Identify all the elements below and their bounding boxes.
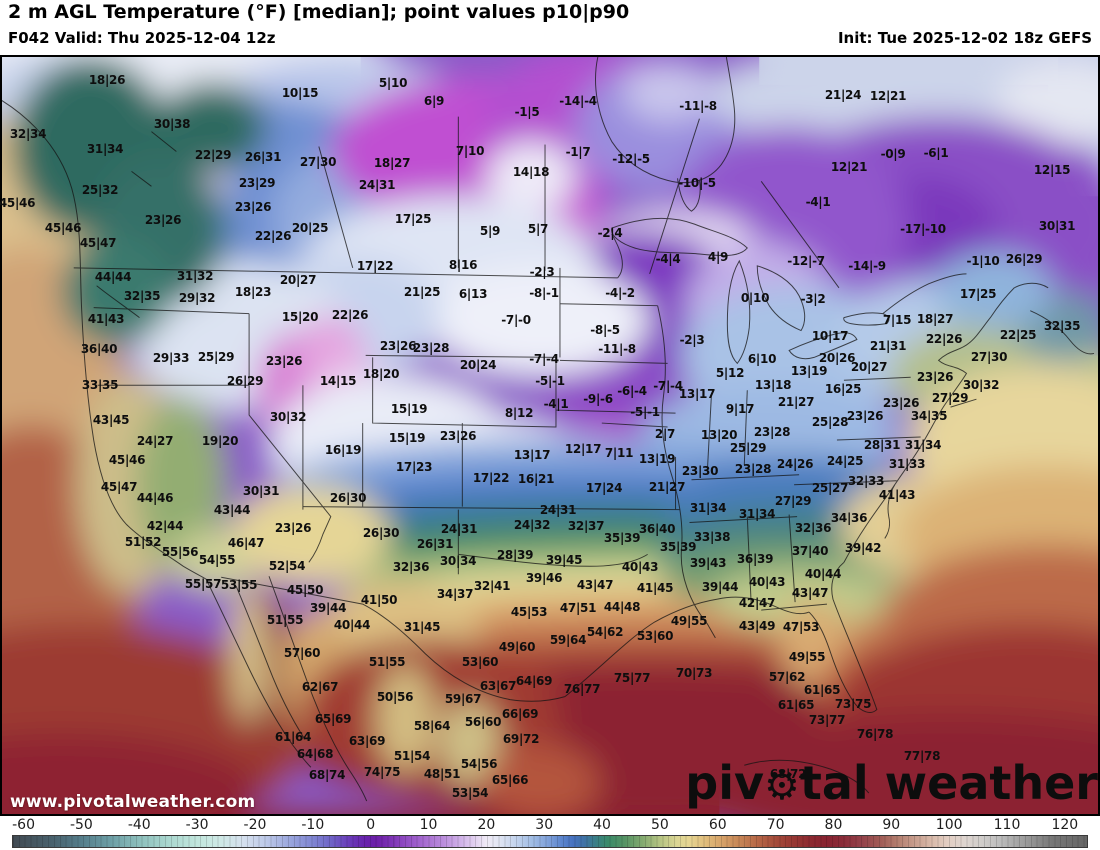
colorbar-tick-label: 30 (535, 817, 554, 833)
colorbar-tick-label: 100 (935, 817, 963, 833)
init-time-label: Init: Tue 2025-12-02 18z GEFS (837, 29, 1092, 47)
brand-pre: piv (685, 756, 764, 810)
colorbar-tick-label: 40 (593, 817, 611, 833)
colorbar-tick-label: 70 (766, 817, 785, 833)
brand-watermark: piv⚙tal weather (685, 757, 1098, 812)
brand-post: tal weather (799, 756, 1098, 810)
colorbar-gradient (12, 835, 1088, 848)
geo-borders (2, 57, 1095, 802)
colorbar-tick-label: 110 (993, 817, 1021, 833)
colorbar-tick-label: 50 (650, 817, 669, 833)
website-watermark: www.pivotalweather.com (10, 792, 256, 812)
colorbar-tick-label: 0 (366, 817, 376, 833)
valid-time-label: F042 Valid: Thu 2025-12-04 12z (8, 29, 276, 47)
colorbar-tick-label: -20 (243, 817, 267, 833)
colorbar-tick-label: -50 (69, 817, 93, 833)
colorbar-tick-label: 90 (882, 817, 901, 833)
map-canvas (0, 55, 1100, 816)
colorbar: -60 -50 -40 -30 -20 -10 0 10 20 30 40 50 60 70 80 90 100… (0, 816, 1100, 850)
colorbar-tick-label: -40 (127, 817, 151, 833)
colorbar-tick-label: -10 (301, 817, 325, 833)
page-title: 2 m AGL Temperature (°F) [median]; point… (8, 1, 630, 23)
colorbar-tick-label: 20 (477, 817, 496, 833)
colorbar-tick-label: 80 (824, 817, 843, 833)
temperature-map-svg (2, 57, 1098, 814)
colorbar-tick-label: 60 (708, 817, 727, 833)
colorbar-tick-label: -60 (12, 817, 35, 833)
colorbar-tick-label: -30 (185, 817, 209, 833)
temperature-field (2, 57, 1098, 814)
gear-icon: ⚙ (763, 763, 800, 809)
colorbar-tick-label: 120 (1051, 817, 1079, 833)
header: 2 m AGL Temperature (°F) [median]; point… (0, 0, 1100, 55)
colorbar-tick-label: 10 (419, 817, 438, 833)
